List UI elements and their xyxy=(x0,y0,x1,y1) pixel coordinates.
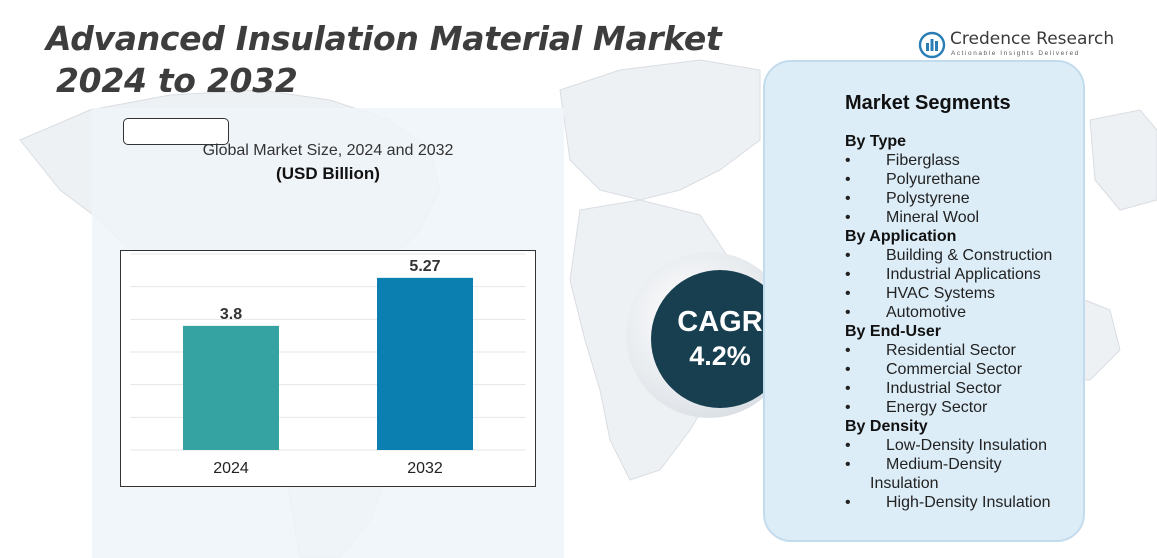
bar-chart: 3.8 2024 5.27 2032 xyxy=(120,250,536,487)
chart-frame xyxy=(120,250,536,487)
cagr-value: 4.2% xyxy=(689,341,751,371)
segment-item: Industrial Applications xyxy=(845,265,1085,284)
segment-item: Building & Construction xyxy=(845,246,1085,265)
cagr-label: CAGR xyxy=(677,306,763,338)
bar-2032 xyxy=(377,277,473,450)
logo-tagline: Actionable Insights Delivered xyxy=(951,50,1080,57)
segment-group-heading: By End-User xyxy=(845,323,942,340)
value-label-2032: 5.27 xyxy=(409,258,440,275)
segment-group-heading: By Density xyxy=(845,418,928,435)
segment-item: HVAC Systems xyxy=(845,284,1085,303)
segment-item: Fiberglass xyxy=(845,151,1085,170)
category-label-2024: 2024 xyxy=(213,460,249,477)
category-label-2032: 2032 xyxy=(407,460,443,477)
segment-item: Residential Sector xyxy=(845,341,1085,360)
title-line-2: 2024 to 2032 xyxy=(56,61,298,100)
chart-labels: 3.8 2024 5.27 2032 xyxy=(213,258,443,477)
segment-item: Polystyrene xyxy=(845,189,1085,208)
segments-title: Market Segments xyxy=(845,92,1011,114)
segment-item: Low-Density Insulation xyxy=(845,436,1085,455)
bar-2024 xyxy=(183,325,279,450)
title-line-1: Advanced Insulation Material Market xyxy=(46,19,722,58)
bar-chart-logo-icon xyxy=(918,31,946,59)
credence-research-logo: Credence Research Actionable Insights De… xyxy=(918,28,1114,62)
chart-unit-label: (USD Billion) xyxy=(276,164,380,183)
segment-item: Industrial Sector xyxy=(845,379,1085,398)
segment-item: Mineral Wool xyxy=(845,208,1085,227)
segment-item: Automotive xyxy=(845,303,1085,322)
segment-group-heading: By Type xyxy=(845,133,907,150)
segment-item: Medium-Density xyxy=(845,455,1085,474)
chart-bars xyxy=(183,277,473,450)
page-title: Advanced Insulation Material Market 2024… xyxy=(46,18,746,102)
logo-name: Credence Research xyxy=(950,29,1115,49)
market-segments-panel: Market Segments By Type Fiberglass Polyu… xyxy=(763,60,1085,542)
segment-item: High-Density Insulation xyxy=(845,493,1085,512)
segment-item: Energy Sector xyxy=(845,398,1085,417)
segment-item: Commercial Sector xyxy=(845,360,1085,379)
segment-item: Polyurethane xyxy=(845,170,1085,189)
chart-subtitle: Global Market Size, 2024 and 2032 xyxy=(202,142,454,159)
segments-list: By Type Fiberglass Polyurethane Polystyr… xyxy=(845,132,1085,512)
value-label-2024: 3.8 xyxy=(220,306,242,323)
segment-item-continuation: Insulation xyxy=(870,475,939,492)
empty-label-box xyxy=(123,118,229,145)
segment-group-heading: By Application xyxy=(845,228,957,245)
